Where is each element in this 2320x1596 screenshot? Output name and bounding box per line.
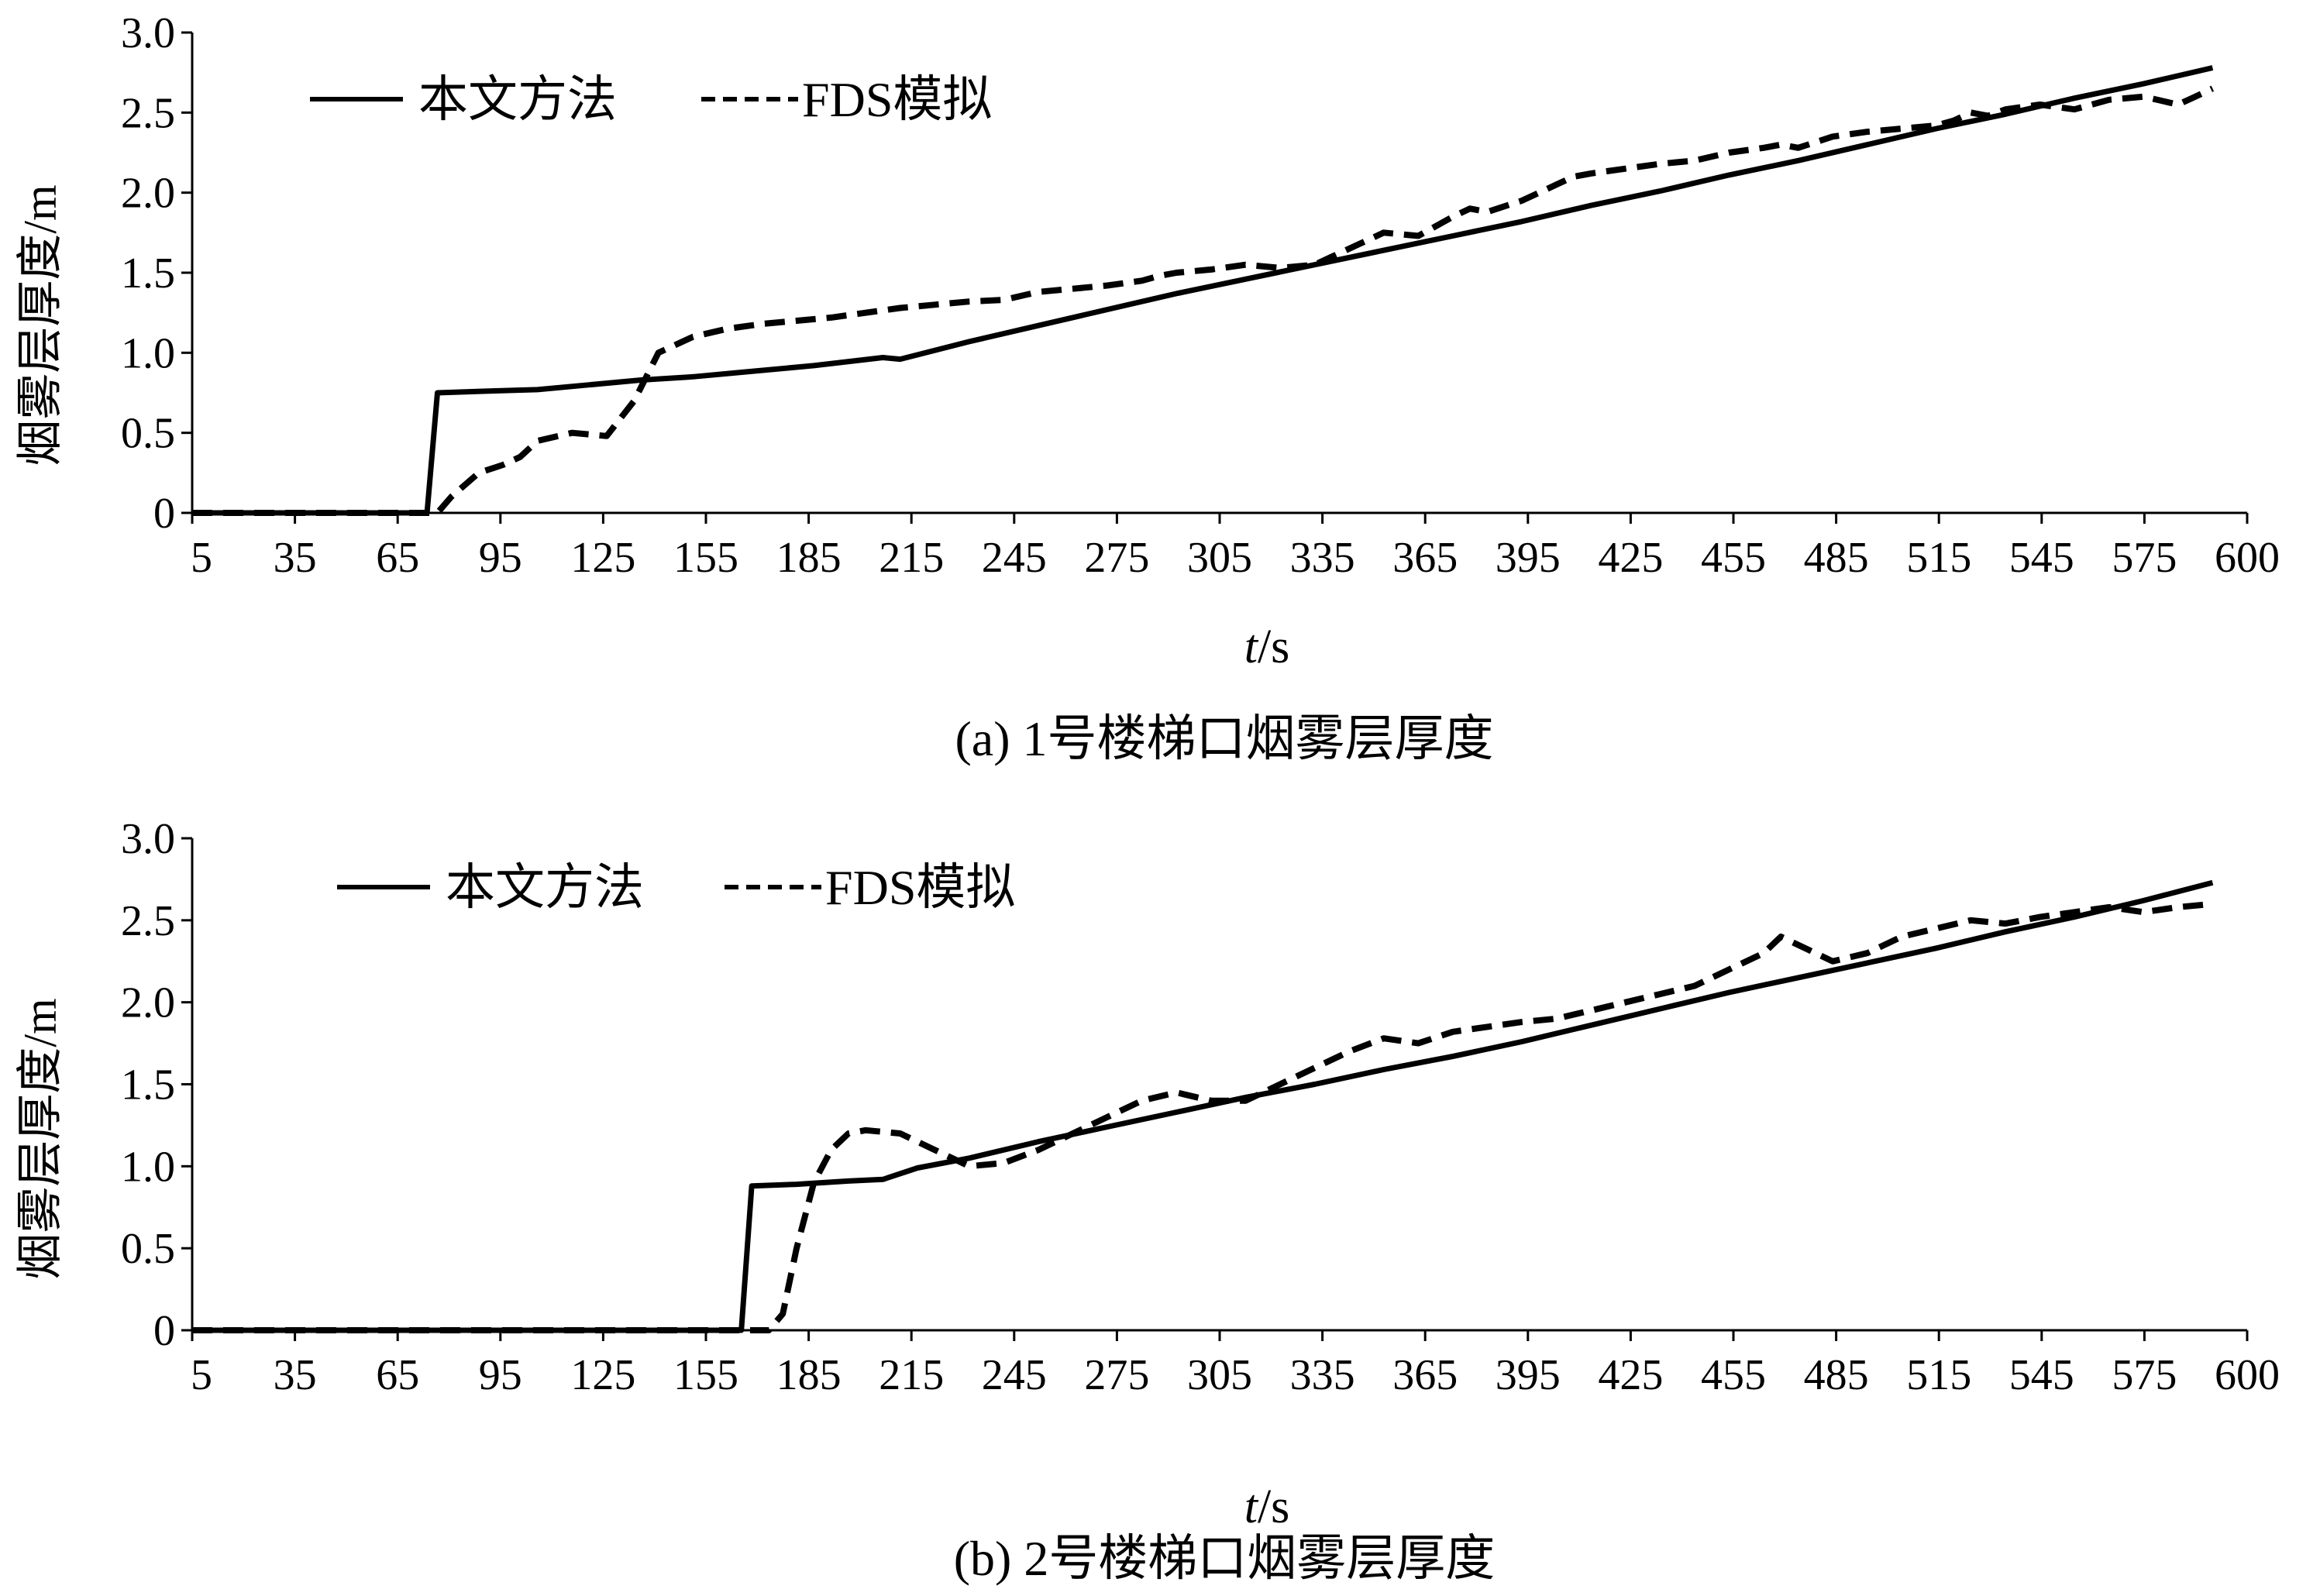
y-tick-label: 0 (153, 1307, 175, 1355)
x-axis-label-unit: /s (1258, 621, 1289, 673)
chart-panel-b: 0 0.5 1.0 1.5 2.0 2.5 3.0 5 35 65 95 125 155 185 215 24… (15, 815, 2280, 1586)
x-tick-label: 365 (1392, 1351, 1458, 1399)
y-tick-label: 0 (153, 490, 175, 538)
y-tick-label: 2.5 (121, 89, 175, 137)
legend-label-series-2: FDS模拟 (802, 72, 992, 127)
y-tick-label: 1.5 (121, 249, 175, 298)
series-line-method (192, 65, 2214, 516)
figure-caption: (a) 1号楼梯口烟雾层厚度 (955, 711, 1493, 766)
legend-label-series-1: 本文方法 (418, 72, 617, 127)
x-tick-label: 155 (673, 534, 738, 582)
x-tick-label: 545 (2009, 534, 2074, 582)
y-tick-label: 1.5 (121, 1061, 175, 1109)
x-tick-label: 305 (1187, 1351, 1252, 1399)
plot-area: 0 0.5 1.0 1.5 2.0 2.5 3.0 5 35 65 95 125 155 185 215 24… (121, 9, 2280, 582)
x-tick-label: 95 (479, 534, 522, 582)
y-tick-label: 3.0 (121, 815, 175, 863)
x-tick-label: 5 (191, 1351, 212, 1399)
x-tick-label: 485 (1804, 534, 1869, 582)
x-tick-label: 515 (1906, 534, 1971, 582)
x-tick-label: 125 (570, 534, 635, 582)
x-tick-label: 545 (2009, 1351, 2074, 1399)
x-axis-label-var: t (1244, 1481, 1259, 1533)
x-tick-label: 425 (1598, 534, 1663, 582)
x-tick-label: 185 (776, 534, 842, 582)
x-tick-label: 575 (2112, 534, 2177, 582)
x-tick-label: 335 (1290, 1351, 1355, 1399)
x-tick-label: 395 (1496, 534, 1561, 582)
y-axis-label: 烟雾层厚度/m (15, 184, 66, 466)
x-tick-label: 5 (191, 534, 212, 582)
series-line-fds (192, 85, 2215, 516)
y-tick-label: 2.0 (121, 979, 175, 1027)
x-tick-label: 275 (1084, 534, 1149, 582)
series-line-fds (192, 900, 2213, 1333)
x-tick-label: 185 (776, 1351, 842, 1399)
y-tick-label: 2.0 (121, 170, 175, 218)
x-tick-label: 335 (1290, 534, 1355, 582)
x-tick-label: 575 (2112, 1351, 2177, 1399)
legend-label-series-2: FDS模拟 (825, 860, 1015, 915)
x-tick-label: 600 (2215, 534, 2280, 582)
series-line-method (192, 879, 2214, 1333)
x-tick-label: 95 (479, 1351, 522, 1399)
chart-panel-a: 0 0.5 1.0 1.5 2.0 2.5 3.0 5 35 65 95 125 155 185 215 24… (15, 9, 2280, 766)
legend: 本文方法 FDS模拟 (310, 72, 992, 127)
legend: 本文方法 FDS模拟 (337, 860, 1015, 915)
x-tick-label: 455 (1701, 534, 1766, 582)
x-axis-label-var: t (1244, 621, 1259, 673)
x-tick-label: 215 (879, 1351, 944, 1399)
y-tick-label: 1.0 (121, 1143, 175, 1191)
x-axis-label: t/s (1244, 1481, 1290, 1533)
y-tick-label: 0.5 (121, 410, 175, 458)
x-tick-label: 455 (1701, 1351, 1766, 1399)
plot-area: 0 0.5 1.0 1.5 2.0 2.5 3.0 5 35 65 95 125 155 185 215 24… (121, 815, 2280, 1399)
y-tick-label: 1.0 (121, 329, 175, 377)
x-tick-label: 155 (673, 1351, 738, 1399)
x-tick-label: 65 (376, 1351, 419, 1399)
x-tick-label: 245 (982, 1351, 1047, 1399)
y-tick-label: 3.0 (121, 9, 175, 57)
x-tick-label: 305 (1187, 534, 1252, 582)
x-axis-label: t/s (1244, 621, 1290, 673)
x-tick-label: 485 (1804, 1351, 1869, 1399)
y-tick-label: 0.5 (121, 1225, 175, 1273)
x-tick-label: 515 (1906, 1351, 1971, 1399)
y-axis-label: 烟雾层厚度/m (15, 998, 66, 1279)
x-tick-label: 275 (1084, 1351, 1149, 1399)
x-tick-label: 425 (1598, 1351, 1663, 1399)
x-tick-label: 215 (879, 534, 944, 582)
x-tick-label: 245 (982, 534, 1047, 582)
x-tick-label: 600 (2215, 1351, 2280, 1399)
figure-caption: (b) 2号楼梯口烟雾层厚度 (954, 1531, 1496, 1586)
y-tick-label: 2.5 (121, 897, 175, 945)
x-tick-label: 35 (274, 534, 317, 582)
legend-label-series-1: 本文方法 (446, 860, 644, 915)
x-tick-label: 365 (1392, 534, 1458, 582)
x-tick-label: 35 (274, 1351, 317, 1399)
x-axis-label-unit: /s (1258, 1481, 1289, 1533)
x-tick-label: 125 (570, 1351, 635, 1399)
x-tick-label: 395 (1496, 1351, 1561, 1399)
x-tick-label: 65 (376, 534, 419, 582)
